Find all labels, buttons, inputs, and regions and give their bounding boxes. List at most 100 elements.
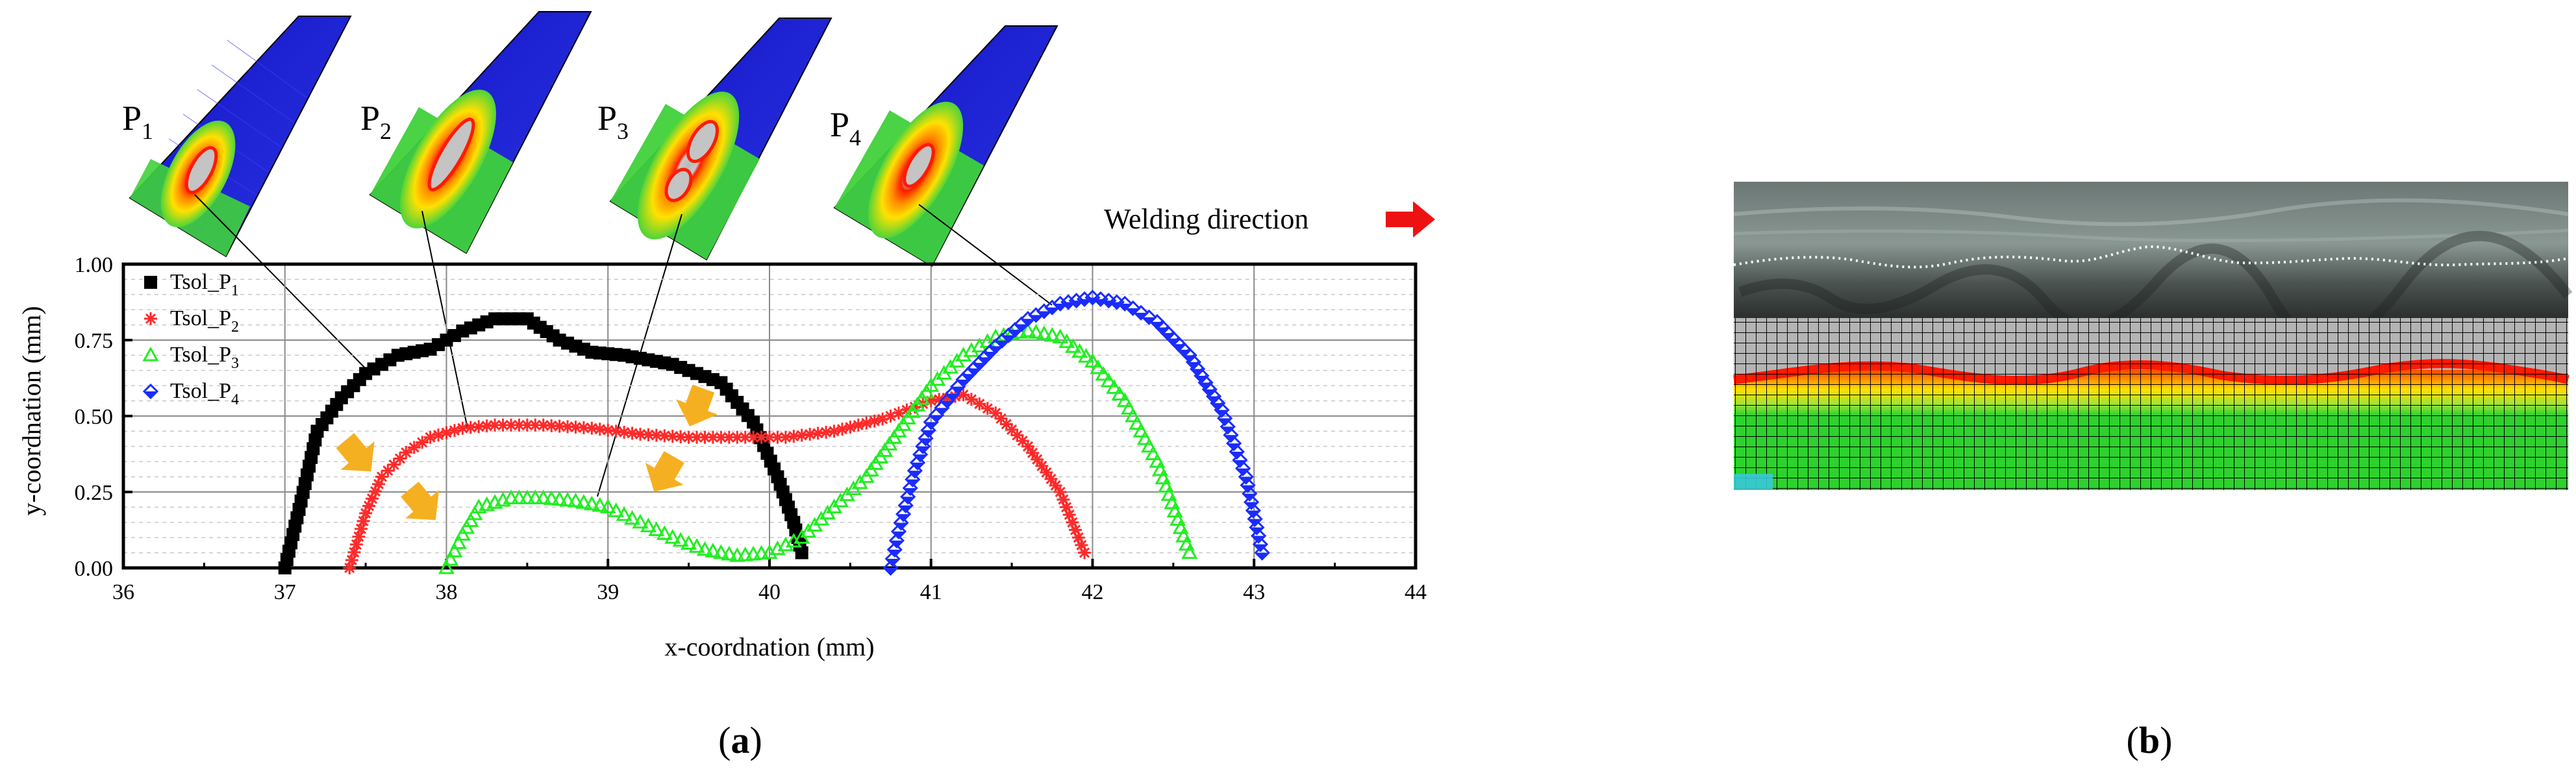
series-tsol-p1 <box>278 312 808 574</box>
data-point <box>1021 439 1034 453</box>
data-point <box>618 425 631 439</box>
data-point <box>345 553 358 567</box>
data-point <box>592 497 608 512</box>
y-axis-label: y-coordnation (mm) <box>17 306 46 515</box>
data-point <box>343 561 356 574</box>
data-point <box>876 412 890 426</box>
data-point <box>851 419 865 432</box>
data-point <box>503 489 519 504</box>
data-point <box>575 494 592 509</box>
data-point <box>658 429 671 443</box>
data-point <box>1190 361 1206 377</box>
data-point <box>456 421 469 435</box>
data-point <box>900 403 914 417</box>
data-point <box>940 391 954 404</box>
fe-mesh-grid <box>1734 318 2568 490</box>
data-point <box>884 410 897 423</box>
data-point <box>1136 430 1153 445</box>
data-point <box>1249 519 1265 535</box>
micrograph-texture <box>1733 198 2573 347</box>
data-point <box>994 411 1008 425</box>
data-point <box>640 517 657 533</box>
data-point <box>1238 469 1254 485</box>
data-point <box>900 489 916 505</box>
chart-ticks: 36 37 38 39 40 41 42 43 44 0.00 0.25 0.50 0.75 1.00 <box>75 253 1427 604</box>
data-point <box>1049 478 1062 492</box>
data-point <box>450 534 467 549</box>
data-point <box>1252 536 1269 552</box>
data-point <box>884 550 901 567</box>
data-point <box>616 506 632 521</box>
y-tick-label: 1.00 <box>75 253 114 277</box>
data-point <box>519 489 536 504</box>
inset-plate-p4 <box>833 25 1058 267</box>
data-point <box>1062 508 1076 522</box>
data-point <box>634 428 647 441</box>
data-point <box>440 426 453 439</box>
data-point <box>1069 523 1082 537</box>
data-point <box>446 543 463 558</box>
chart-legend: Tsol_P1 Tsol_P2 Tsol_P3 Tsol_P4 <box>142 270 239 408</box>
data-point <box>416 436 429 449</box>
y-tick-label: 0.75 <box>75 329 114 353</box>
data-point <box>1242 485 1258 502</box>
data-point <box>545 419 558 432</box>
data-point <box>696 541 714 556</box>
data-point <box>895 506 912 522</box>
data-point <box>908 400 921 413</box>
data-point <box>771 430 784 444</box>
series-tsol-p3 <box>438 322 1198 574</box>
data-point <box>1019 322 1036 337</box>
data-point <box>886 541 903 558</box>
data-point <box>375 470 388 484</box>
data-point <box>755 430 768 444</box>
data-point <box>835 423 849 436</box>
data-point <box>1245 502 1261 519</box>
data-point <box>1084 352 1101 368</box>
data-point <box>438 559 455 574</box>
inset-label-p4: P4 <box>830 105 861 151</box>
caption-b: (b) <box>2127 719 2173 761</box>
data-point <box>664 529 681 544</box>
legend-marker <box>142 346 159 362</box>
data-point <box>1232 452 1248 468</box>
data-point <box>1035 459 1049 472</box>
data-point <box>787 430 801 443</box>
data-point <box>1251 528 1267 544</box>
data-point <box>721 545 738 561</box>
data-point <box>355 522 368 535</box>
data-point <box>551 491 568 506</box>
data-point <box>577 421 590 434</box>
x-tick-label: 36 <box>112 580 134 604</box>
data-point <box>803 428 817 441</box>
data-point <box>352 530 366 543</box>
data-point <box>747 430 760 444</box>
data-point <box>362 499 376 513</box>
data-point <box>458 519 475 534</box>
data-point <box>1053 485 1067 498</box>
data-point <box>1247 511 1263 527</box>
data-point <box>642 428 655 441</box>
data-point <box>893 515 909 531</box>
data-point <box>1057 493 1070 506</box>
legend-entry: Tsol_P4 <box>170 379 239 408</box>
data-point <box>1065 338 1082 353</box>
inset-plate-p2 <box>369 11 592 254</box>
legend-entry: Tsol_P1 <box>170 270 239 299</box>
data-point <box>601 423 615 437</box>
data-point <box>1052 328 1069 343</box>
data-point <box>981 402 994 415</box>
data-point <box>454 526 471 541</box>
data-point <box>567 492 584 508</box>
data-point <box>1254 545 1270 561</box>
data-point <box>1111 386 1128 400</box>
data-point <box>989 406 1003 420</box>
data-point <box>466 505 483 521</box>
data-point <box>705 543 721 558</box>
legend-entry: Tsol_P3 <box>170 343 239 372</box>
data-point <box>387 458 401 471</box>
data-point <box>897 497 914 513</box>
data-point <box>1100 373 1117 387</box>
data-point <box>543 490 560 506</box>
data-point <box>779 430 792 444</box>
